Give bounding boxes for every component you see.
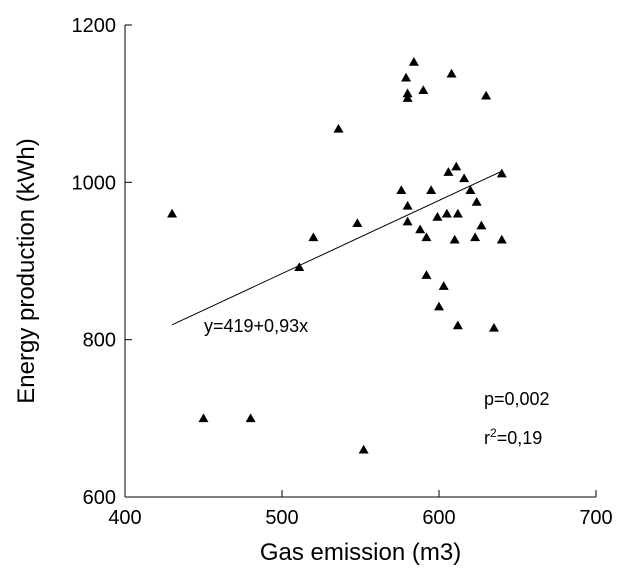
data-point [402,88,413,98]
data-point [488,322,499,332]
regression-line [171,170,503,326]
data-point [421,232,432,242]
data-point [470,232,481,242]
data-point [452,320,463,330]
regression-equation-label: y=419+0,93x [204,316,308,336]
data-point [476,220,487,230]
data-point [426,185,437,194]
p-value-label: p=0,002 [484,389,550,409]
data-point [333,123,344,133]
data-point [294,262,305,272]
data-point [408,56,419,66]
r-squared-label: r2=0,19 [484,426,542,448]
y-tick-label: 1200 [72,15,117,37]
data-point [496,168,507,178]
y-tick-label: 600 [83,487,116,509]
data-point [418,85,429,95]
x-tick-label: 400 [108,507,141,529]
data-point [434,301,444,311]
data-point [402,200,413,210]
y-axis-ticks: 600 800 1000 1200 [72,15,132,509]
y-axis-label: Energy production (kWh) [13,138,40,403]
data-point [441,208,452,218]
r-squared-superscript: 2 [490,426,497,440]
data-point [481,90,492,100]
axes [124,25,596,498]
y-tick-label: 1000 [72,172,117,194]
data-point [451,161,462,171]
data-point [459,173,470,183]
data-point [245,413,256,423]
data-point [496,234,507,244]
data-point [358,444,369,454]
x-tick-label: 500 [265,507,298,529]
data-point [415,224,426,234]
r-squared-value: =0,19 [497,428,543,448]
data-point [198,413,209,423]
x-axis-ticks: 400 500 600 700 [108,490,613,529]
data-point [402,93,413,102]
data-point [402,216,413,226]
data-point [438,281,449,290]
x-tick-label: 600 [422,507,455,529]
data-points [167,56,507,454]
data-point [446,68,457,78]
x-tick-label: 700 [579,507,612,529]
data-point [432,211,443,221]
x-axis-label: Gas emission (m3) [260,539,461,566]
data-point [352,218,363,227]
data-point [167,208,178,218]
data-point [471,197,482,206]
data-point [443,167,454,176]
data-point [452,208,463,218]
data-point [308,232,319,242]
data-point [396,185,407,194]
r-squared-prefix: r [484,428,490,448]
data-point [449,234,460,244]
data-point [421,270,432,279]
data-point [465,185,476,194]
data-point [401,72,412,82]
y-tick-label: 800 [83,330,116,352]
